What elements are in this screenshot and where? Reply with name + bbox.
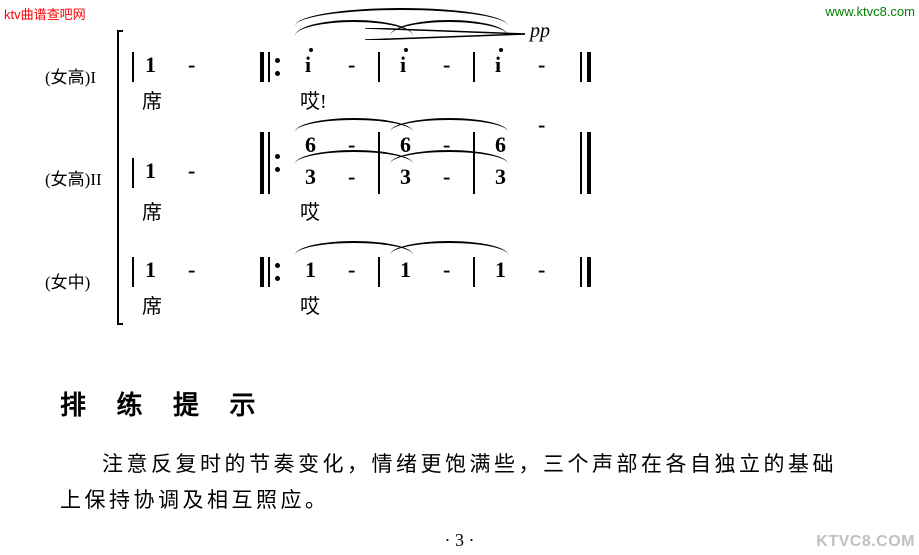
octave-dot bbox=[404, 48, 408, 52]
repeat-dots bbox=[275, 58, 280, 76]
note-lower: 3 bbox=[400, 164, 411, 190]
barline bbox=[473, 257, 475, 287]
note-lower: 3 bbox=[305, 164, 316, 190]
barline-thin bbox=[268, 52, 270, 82]
barline-thin bbox=[268, 257, 270, 287]
barline bbox=[132, 52, 134, 82]
part-label-2: (女高)II bbox=[45, 165, 120, 190]
slur bbox=[295, 8, 508, 26]
repeat-dots bbox=[275, 263, 280, 281]
part-label-1: (女高)I bbox=[45, 63, 120, 88]
rest-dash: - bbox=[348, 52, 355, 78]
note: 1 bbox=[495, 257, 506, 283]
music-line-3: 1 - 1 - 1 - 1 - 席 哎 bbox=[120, 235, 875, 325]
rest-dash: - bbox=[538, 112, 545, 138]
note: i bbox=[305, 52, 311, 78]
rest-dash: - bbox=[443, 132, 450, 158]
rest-dash: - bbox=[443, 257, 450, 283]
staff-row-soprano-1: (女高)I 1 - i - i - i - bbox=[45, 30, 875, 120]
note-lower: 3 bbox=[495, 164, 506, 190]
barline bbox=[378, 132, 380, 194]
barline-thick bbox=[587, 52, 591, 82]
slur bbox=[390, 118, 508, 132]
music-line-1: 1 - i - i - i - 席 哎! bbox=[120, 30, 875, 120]
barline-thick bbox=[587, 257, 591, 287]
music-score: pp (女高)I 1 - i - i - bbox=[45, 30, 875, 325]
watermark-top-left: ktv曲谱查吧网 bbox=[4, 4, 86, 23]
rest-dash: - bbox=[443, 164, 450, 190]
rest-dash: - bbox=[188, 257, 195, 283]
staff-row-alto: (女中) 1 - 1 - 1 - 1 - 席 哎 bbox=[45, 235, 875, 325]
barline bbox=[378, 257, 380, 287]
watermark-top-right: www.ktvc8.com bbox=[825, 4, 915, 19]
note-upper: 6 bbox=[305, 132, 316, 158]
note: 1 bbox=[145, 257, 156, 283]
rest-dash: - bbox=[538, 52, 545, 78]
barline-thick bbox=[260, 257, 264, 287]
octave-dot bbox=[499, 48, 503, 52]
note: 1 bbox=[400, 257, 411, 283]
note: 1 bbox=[145, 52, 156, 78]
barline-thin bbox=[580, 132, 582, 194]
barline bbox=[378, 52, 380, 82]
rehearsal-title: 排 练 提 示 bbox=[60, 385, 860, 422]
lyric: 席 bbox=[142, 85, 162, 114]
repeat-dots bbox=[275, 154, 280, 172]
page-number: · 3 · bbox=[0, 530, 919, 551]
lyric: 哎! bbox=[300, 85, 327, 114]
lyric: 席 bbox=[142, 196, 162, 225]
lyric: 哎 bbox=[300, 290, 320, 319]
lyric: 哎 bbox=[300, 196, 320, 225]
note: i bbox=[400, 52, 406, 78]
rest-dash: - bbox=[348, 164, 355, 190]
octave-dot bbox=[309, 48, 313, 52]
music-line-2: 1 - 6 3 - - 6 3 - - 6 3 - 席 哎 bbox=[120, 120, 875, 235]
rest-dash: - bbox=[348, 132, 355, 158]
barline-thick bbox=[587, 132, 591, 194]
barline bbox=[473, 132, 475, 194]
rest-dash: - bbox=[538, 257, 545, 283]
note-upper: 6 bbox=[495, 132, 506, 158]
slur bbox=[390, 241, 508, 255]
barline bbox=[132, 158, 134, 188]
note: i bbox=[495, 52, 501, 78]
rest-dash: - bbox=[188, 158, 195, 184]
barline bbox=[473, 52, 475, 82]
barline-thin bbox=[580, 257, 582, 287]
rehearsal-body: 注意反复时的节奏变化，情绪更饱满些，三个声部在各自独立的基础上保持协调及相互照应… bbox=[60, 447, 860, 518]
rest-dash: - bbox=[188, 52, 195, 78]
note-upper: 6 bbox=[400, 132, 411, 158]
barline-thick bbox=[260, 132, 264, 194]
barline-thin bbox=[268, 132, 270, 194]
rest-dash: - bbox=[443, 52, 450, 78]
barline-thick bbox=[260, 52, 264, 82]
rest-dash: - bbox=[348, 257, 355, 283]
barline-thin bbox=[580, 52, 582, 82]
part-label-3: (女中) bbox=[45, 268, 120, 293]
note: 1 bbox=[145, 158, 156, 184]
lyric: 席 bbox=[142, 290, 162, 319]
note: 1 bbox=[305, 257, 316, 283]
barline bbox=[132, 257, 134, 287]
rehearsal-notes-section: 排 练 提 示 注意反复时的节奏变化，情绪更饱满些，三个声部在各自独立的基础上保… bbox=[60, 385, 860, 518]
staff-row-soprano-2: (女高)II 1 - 6 3 - - 6 3 - - 6 bbox=[45, 120, 875, 235]
